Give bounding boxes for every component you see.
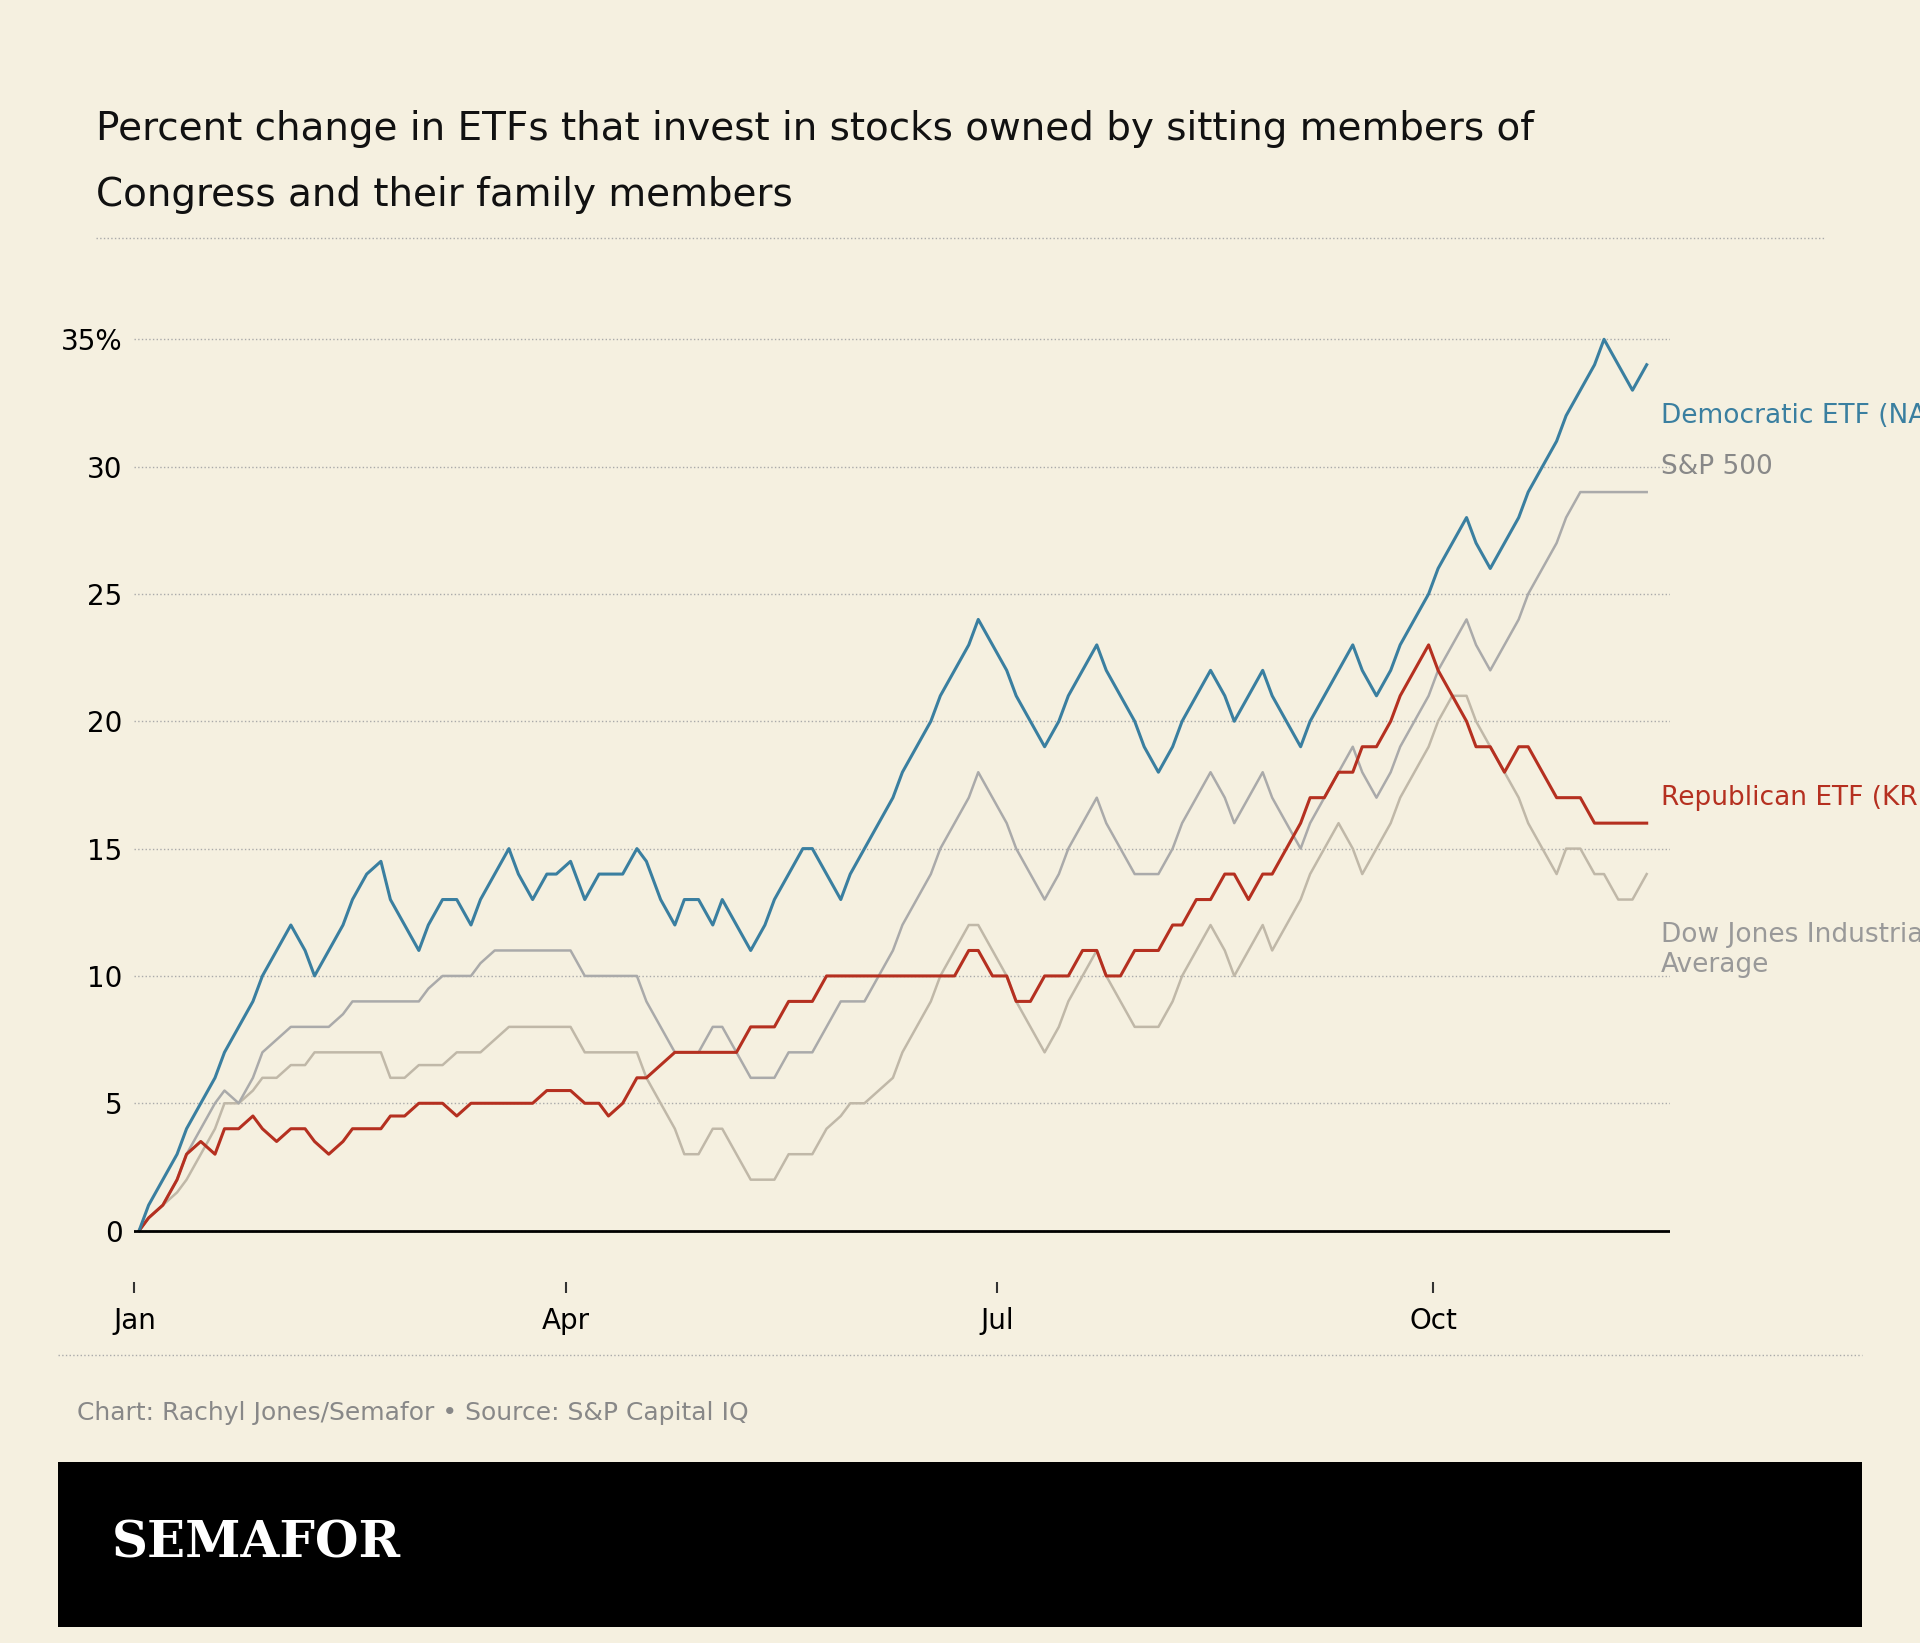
Text: Democratic ETF (NANC): Democratic ETF (NANC): [1661, 403, 1920, 429]
Text: Republican ETF (KRUZ): Republican ETF (KRUZ): [1661, 785, 1920, 810]
Text: S&P 500: S&P 500: [1661, 453, 1772, 480]
Text: Percent change in ETFs that invest in stocks owned by sitting members of: Percent change in ETFs that invest in st…: [96, 110, 1534, 148]
Text: Dow Jones Industrial
Average: Dow Jones Industrial Average: [1661, 922, 1920, 979]
Text: Congress and their family members: Congress and their family members: [96, 176, 793, 214]
Text: SEMAFOR: SEMAFOR: [111, 1520, 401, 1569]
Text: Chart: Rachyl Jones/Semafor • Source: S&P Capital IQ: Chart: Rachyl Jones/Semafor • Source: S&…: [77, 1401, 749, 1424]
